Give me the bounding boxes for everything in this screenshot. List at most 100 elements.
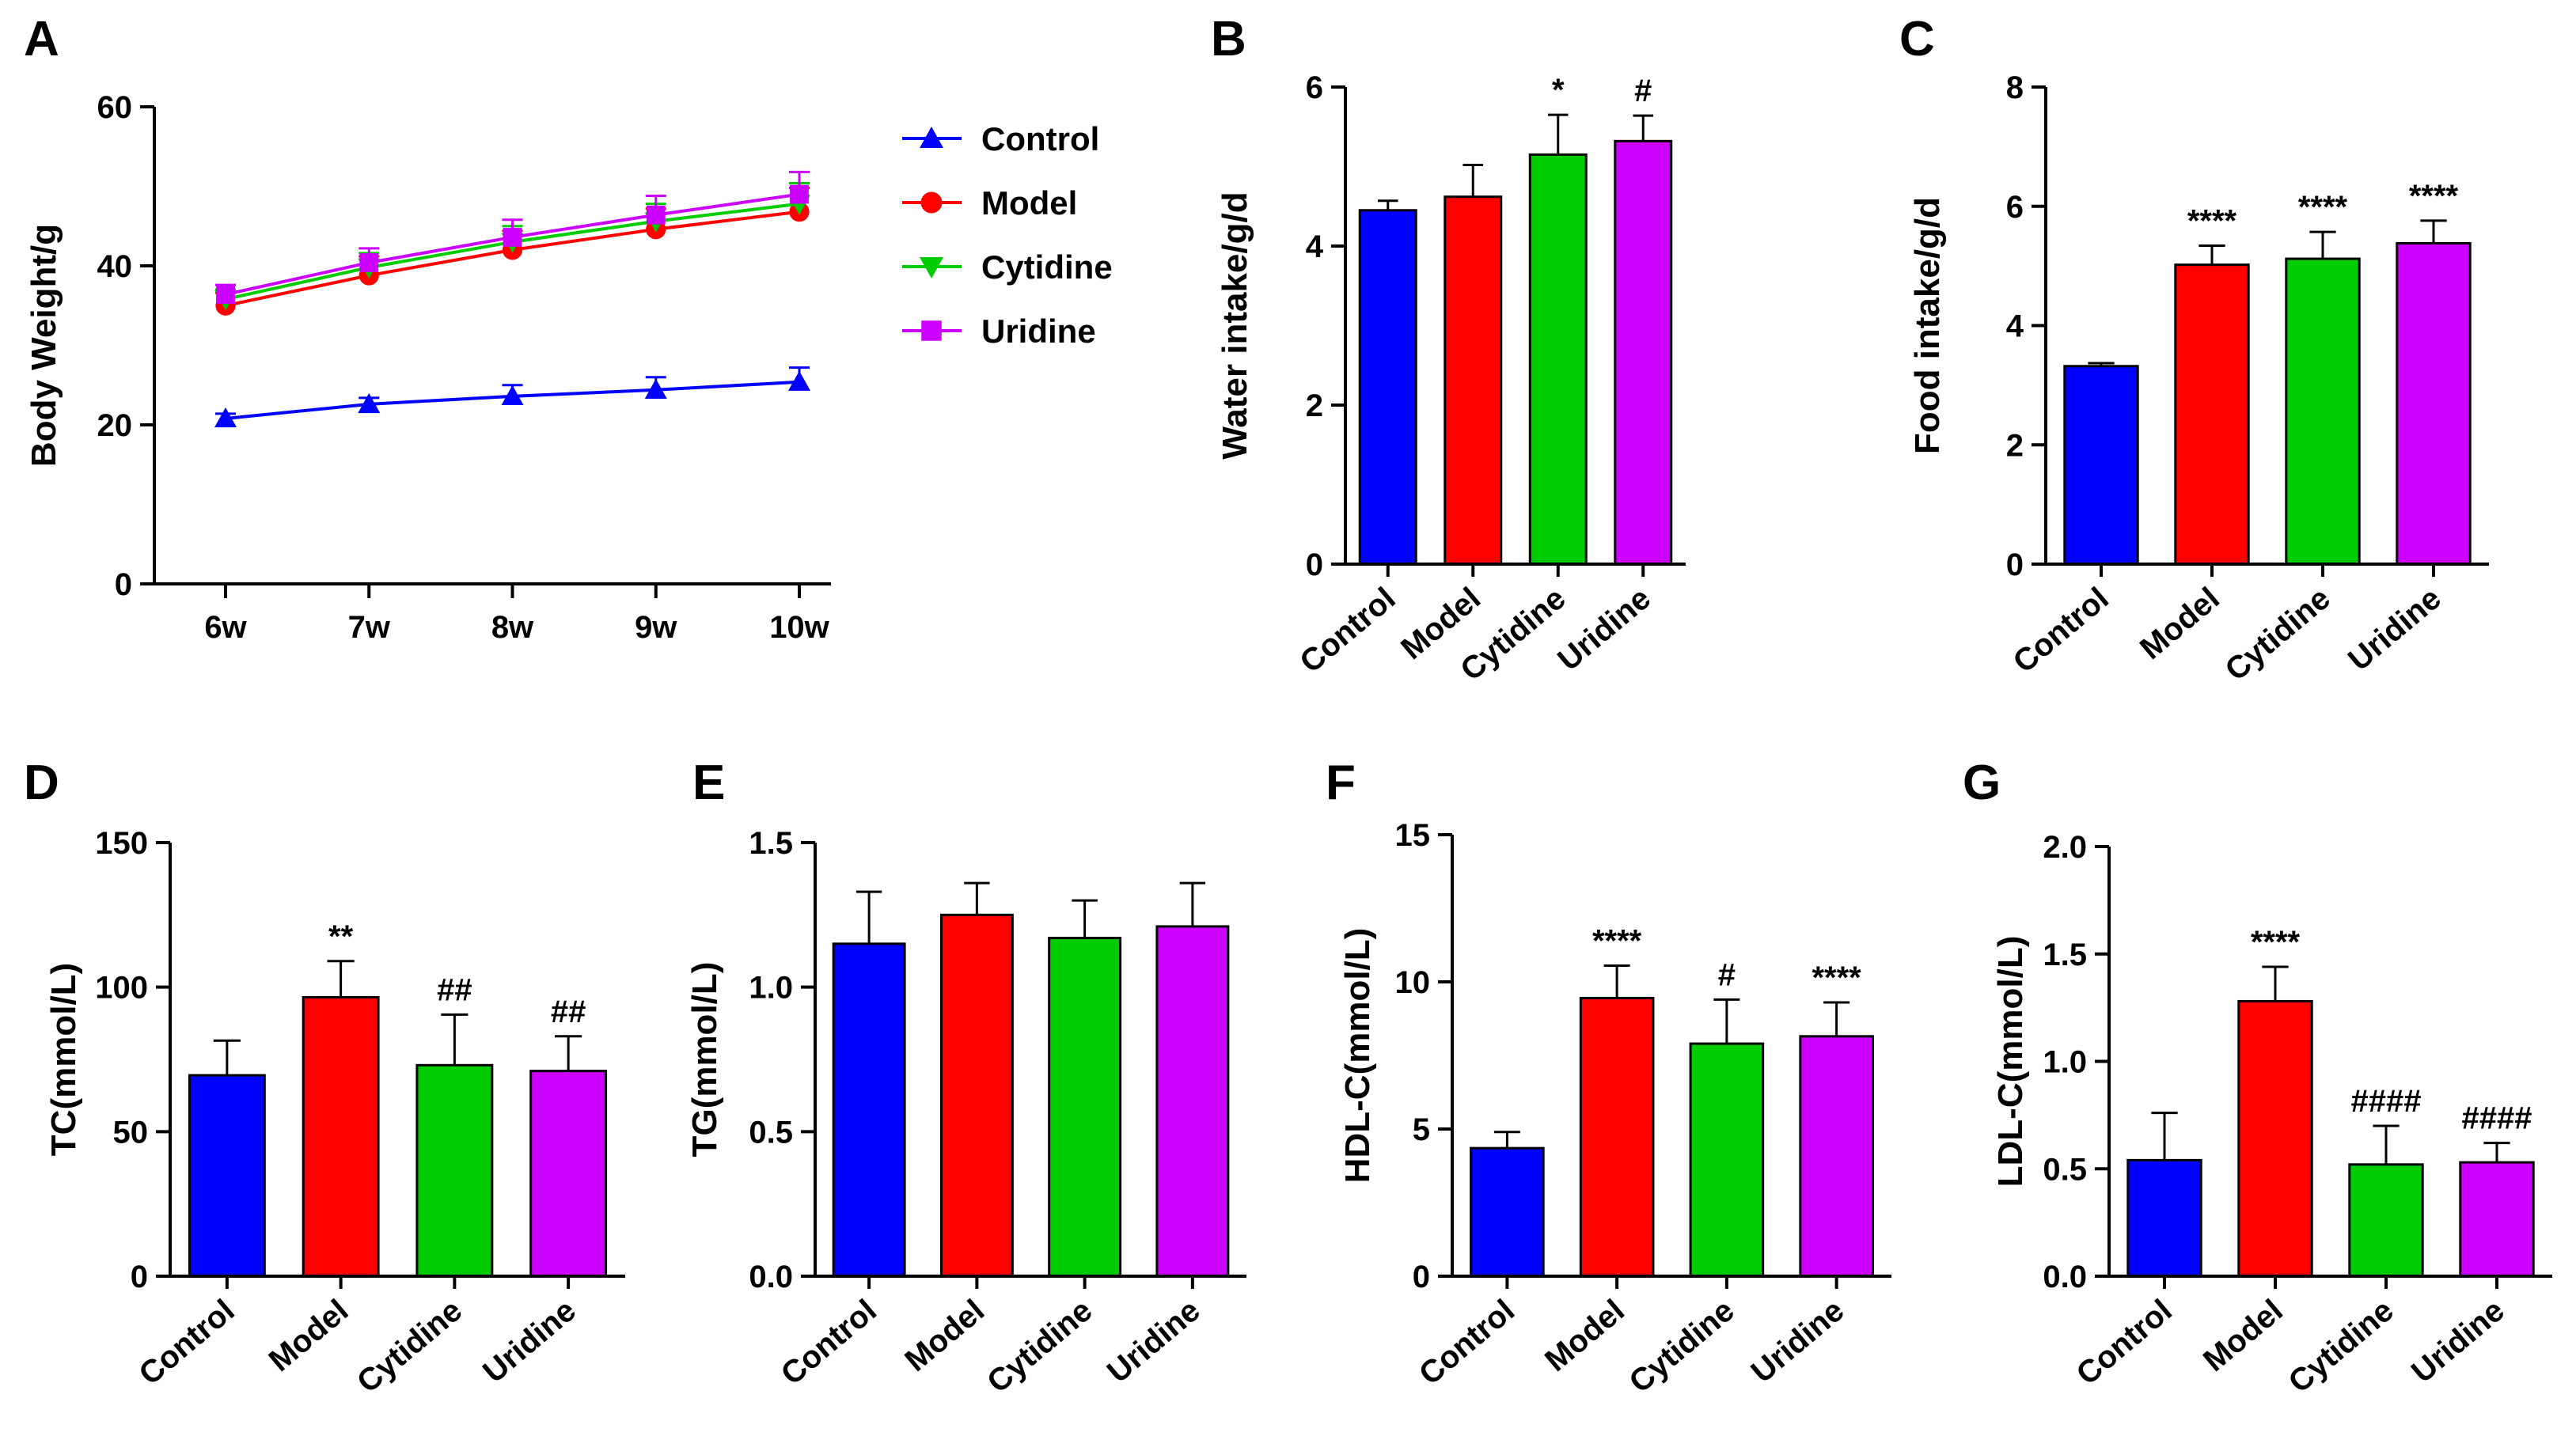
y-tick-label: 0.5 xyxy=(749,1115,793,1150)
x-tick-label: Control xyxy=(775,1293,883,1392)
legend-item-control: Control xyxy=(902,120,1099,157)
bar-cytidine xyxy=(2285,257,2361,566)
y-tick-label: 6 xyxy=(2006,190,2024,225)
series-uridine xyxy=(215,170,810,305)
bar-model xyxy=(939,913,1014,1278)
data-point xyxy=(359,253,379,272)
x-tick-label: Model xyxy=(263,1293,355,1378)
panel-label: E xyxy=(692,756,725,810)
series-cytidine xyxy=(214,181,810,311)
significance-label: #### xyxy=(2462,1101,2532,1136)
data-point xyxy=(503,227,522,247)
legend-label: Control xyxy=(981,120,1099,157)
legend-label: Model xyxy=(981,184,1077,222)
x-tick-label: Uridine xyxy=(1551,581,1657,677)
y-axis-title: TC(mmol/L) xyxy=(44,963,83,1156)
chart-A: A 6w 7w 8w 9w 10w 0 20 40 60 Body Weight/g Control M… xyxy=(24,12,1113,645)
x-tick-label: Control xyxy=(2007,581,2115,680)
bar-uridine xyxy=(2396,241,2472,566)
y-tick-label: 2.0 xyxy=(2043,830,2087,865)
x-tick-label: Control xyxy=(1293,581,1402,680)
bar-control xyxy=(2126,1158,2202,1278)
significance-label: **** xyxy=(1592,924,1642,959)
y-tick-label: 5 xyxy=(1413,1112,1430,1147)
x-tick-label: Model xyxy=(1538,1293,1631,1378)
legend-item-uridine: Uridine xyxy=(902,313,1096,350)
bar-control xyxy=(1470,1146,1545,1278)
y-tick-label: 8 xyxy=(2006,70,2024,105)
x-tick-label: 9w xyxy=(635,610,677,645)
y-tick-label: 4 xyxy=(1306,229,1324,264)
panel-label: C xyxy=(1899,12,1935,66)
significance-label: # xyxy=(1634,74,1652,108)
x-tick-label: 8w xyxy=(491,610,534,645)
x-tick-label: Control xyxy=(132,1293,241,1392)
x-tick-label: Uridine xyxy=(1101,1293,1207,1389)
x-tick-label: Model xyxy=(2134,581,2226,666)
y-tick-label: 50 xyxy=(113,1115,149,1150)
x-tick-label: Uridine xyxy=(2405,1293,2511,1389)
significance-label: ## xyxy=(551,995,586,1029)
bar-control xyxy=(832,942,906,1278)
y-tick-label: 15 xyxy=(1395,818,1431,853)
y-tick-label: 1.0 xyxy=(2043,1045,2087,1080)
y-tick-label: 0 xyxy=(2006,547,2024,582)
significance-label: **** xyxy=(1812,960,1861,995)
chart-F: F Control **** Model # Cytidine **** Uridine 0 5 1… xyxy=(1326,756,1891,1400)
y-tick-label: 10 xyxy=(1395,965,1431,1000)
bar-cytidine xyxy=(1528,153,1588,566)
significance-label: **** xyxy=(2298,190,2348,225)
x-tick-label: Cytidine xyxy=(2282,1293,2400,1400)
legend-marker xyxy=(921,320,942,341)
legend-item-cytidine: Cytidine xyxy=(902,248,1113,286)
legend-label: Cytidine xyxy=(981,248,1113,286)
data-point xyxy=(501,385,524,406)
significance-label: ** xyxy=(328,919,354,954)
y-axis-title: Water intake/g/d xyxy=(1216,191,1254,459)
significance-label: #### xyxy=(2351,1084,2422,1119)
bar-model xyxy=(1444,195,1503,566)
y-tick-label: 4 xyxy=(2006,309,2024,344)
y-axis-title: TG(mmol/L) xyxy=(685,962,724,1158)
y-tick-label: 2 xyxy=(1306,388,1323,423)
x-tick-label: Cytidine xyxy=(2219,581,2337,688)
panel-label: B xyxy=(1211,12,1246,66)
y-tick-label: 40 xyxy=(97,249,133,284)
data-point xyxy=(788,370,810,391)
y-tick-label: 100 xyxy=(95,971,148,1006)
panel-label: G xyxy=(1963,756,2001,810)
y-tick-label: 0.0 xyxy=(749,1260,793,1294)
chart-C: C Control **** Model **** Cytidine **** Uridine… xyxy=(1899,12,2489,688)
y-tick-label: 0 xyxy=(115,567,132,602)
bar-model xyxy=(302,995,380,1278)
x-tick-label: Model xyxy=(2197,1293,2290,1378)
bar-uridine xyxy=(1799,1035,1874,1278)
bar-model xyxy=(2174,263,2250,566)
bar-control xyxy=(2063,365,2139,566)
data-point xyxy=(790,184,809,204)
y-tick-label: 0 xyxy=(1306,547,1323,582)
x-tick-label: Control xyxy=(1413,1293,1521,1392)
y-axis-title: HDL-C(mmol/L) xyxy=(1338,928,1377,1184)
bar-control xyxy=(1358,209,1417,566)
data-point xyxy=(646,205,666,225)
y-tick-label: 20 xyxy=(97,408,133,443)
y-tick-label: 150 xyxy=(95,826,148,861)
legend: Control Model Cytidine Uridine xyxy=(902,120,1113,350)
significance-label: ## xyxy=(437,972,472,1007)
y-tick-label: 1.0 xyxy=(749,971,793,1006)
bar-cytidine xyxy=(415,1063,494,1278)
data-point xyxy=(214,407,237,428)
chart-D: D Control ** Model ## Cytidine ## Uridine 0 50 100… xyxy=(24,756,625,1400)
panel-label: A xyxy=(24,12,59,66)
x-tick-label: Cytidine xyxy=(351,1293,469,1400)
y-axis-title: Food intake/g/d xyxy=(1908,197,1947,454)
bar-cytidine xyxy=(1048,937,1122,1278)
y-tick-label: 0.0 xyxy=(2043,1260,2087,1294)
y-tick-label: 0 xyxy=(1413,1260,1430,1294)
data-point xyxy=(644,378,667,399)
x-tick-label: Uridine xyxy=(1745,1293,1851,1389)
legend-marker xyxy=(920,191,943,214)
